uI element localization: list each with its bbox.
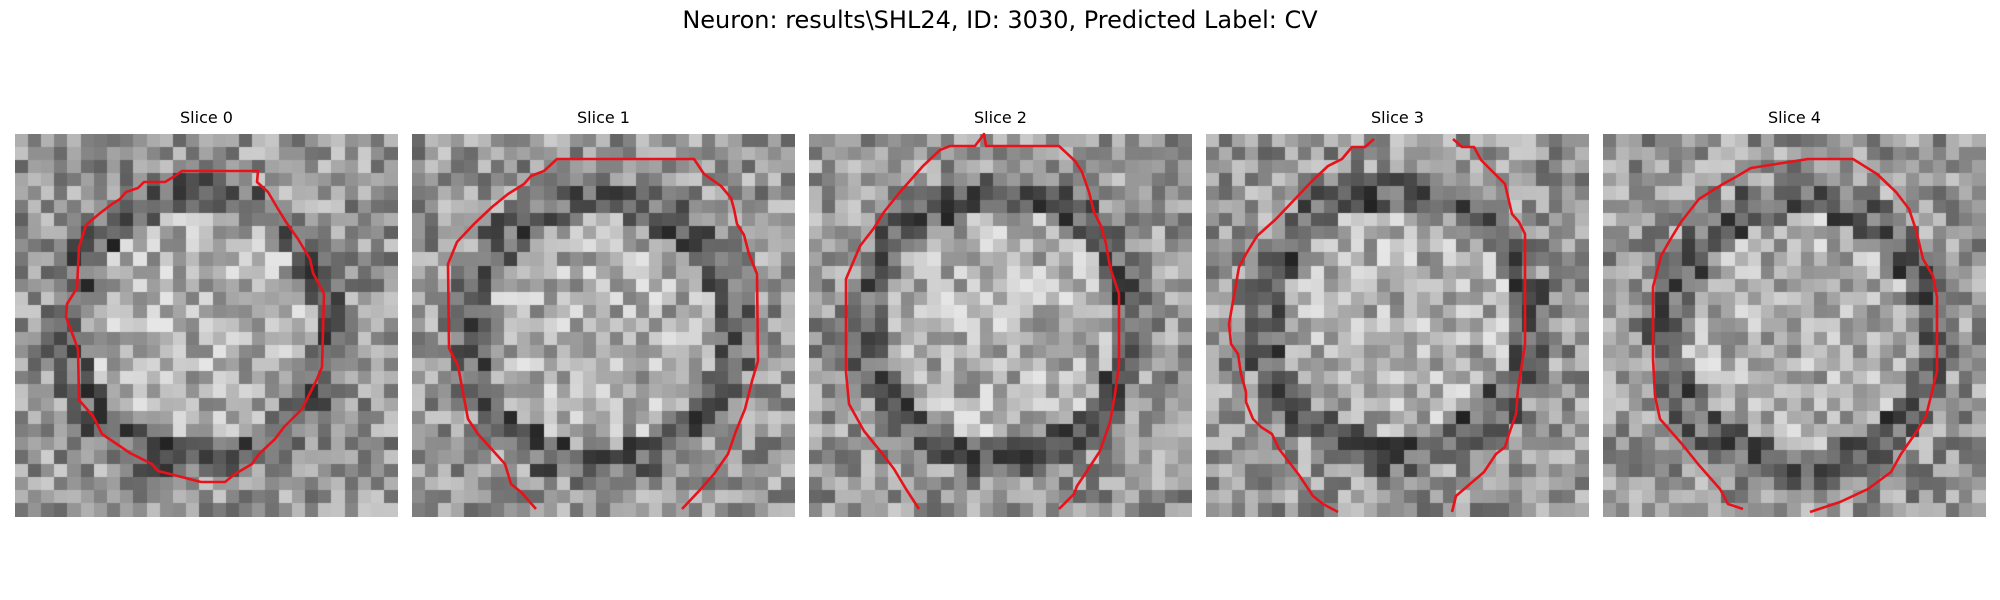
slice-contour bbox=[1227, 138, 1527, 514]
slice-contour bbox=[64, 169, 326, 484]
slice-contour bbox=[844, 132, 1121, 510]
slice-contour bbox=[1651, 157, 1939, 514]
slice-title: Slice 0 bbox=[180, 108, 233, 127]
slice-title: Slice 1 bbox=[577, 108, 630, 127]
slice-title: Slice 2 bbox=[974, 108, 1027, 127]
slice-image bbox=[1603, 134, 1986, 517]
slice-panel-1: Slice 1 bbox=[412, 108, 795, 517]
slice-contour bbox=[446, 157, 760, 510]
slice-panel-3: Slice 3 bbox=[1206, 108, 1589, 517]
slice-image bbox=[809, 134, 1192, 517]
slice-panel-0: Slice 0 bbox=[15, 108, 398, 517]
slice-title: Slice 4 bbox=[1768, 108, 1821, 127]
slice-panel-4: Slice 4 bbox=[1603, 108, 1986, 517]
slice-panel-2: Slice 2 bbox=[809, 108, 1192, 517]
slice-image bbox=[15, 134, 398, 517]
figure-title: Neuron: results\SHL24, ID: 3030, Predict… bbox=[682, 6, 1318, 34]
slice-title: Slice 3 bbox=[1371, 108, 1424, 127]
